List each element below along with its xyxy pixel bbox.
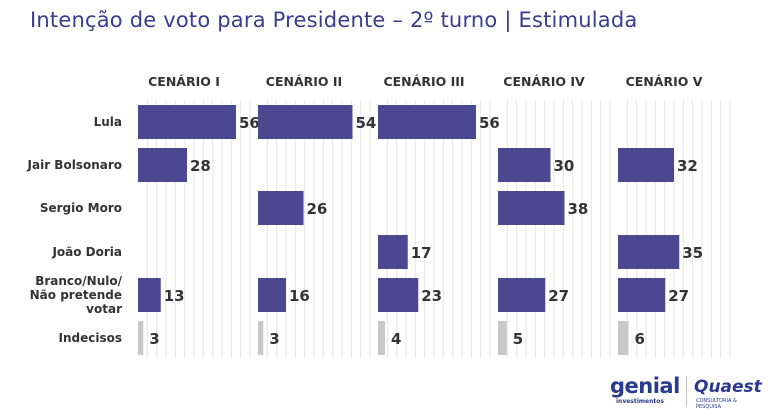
data-label: 3: [149, 330, 159, 348]
category-label: Branco/Nulo/Não pretende votar: [30, 274, 123, 316]
category-label: Jair Bolsonaro: [27, 158, 122, 172]
data-label: 35: [682, 244, 703, 262]
vote-bar: [378, 278, 419, 312]
undecided-bar: [138, 321, 144, 355]
vote-bar: [498, 278, 546, 312]
data-label: 5: [513, 330, 523, 348]
data-label: 54: [356, 114, 377, 132]
category-label: Lula: [94, 115, 122, 129]
vote-bar: [258, 278, 286, 312]
data-label: 32: [677, 157, 698, 175]
vote-bar: [258, 191, 304, 225]
data-label: 27: [668, 287, 689, 305]
quaest-logo-subtitle: CONSULTORIA & PESQUISA: [696, 398, 737, 410]
vote-bar: [498, 191, 565, 225]
scenario-header: CENÁRIO III: [383, 74, 464, 89]
vote-bar: [138, 148, 187, 182]
logo-divider: [686, 376, 687, 406]
chart-title: Intenção de voto para Presidente – 2º tu…: [30, 8, 638, 32]
data-label: 16: [289, 287, 310, 305]
genial-logo-subtitle: investimentos: [616, 398, 664, 405]
data-label: 30: [554, 157, 575, 175]
data-label: 4: [391, 330, 401, 348]
data-label: 28: [190, 157, 211, 175]
data-label: 38: [568, 200, 589, 218]
vote-bar: [618, 235, 680, 269]
data-label: 56: [479, 114, 500, 132]
undecided-bar: [258, 321, 264, 355]
undecided-bar: [498, 321, 507, 355]
data-label: 27: [548, 287, 569, 305]
vote-bar: [618, 278, 666, 312]
vote-bar: [138, 105, 236, 139]
category-label: Sergio Moro: [40, 201, 122, 215]
genial-logo: genial: [610, 374, 680, 398]
scenario-header: CENÁRIO IV: [503, 74, 585, 89]
undecided-bar: [378, 321, 385, 355]
undecided-bar: [618, 321, 629, 355]
vote-bar: [258, 105, 353, 139]
data-label: 17: [411, 244, 432, 262]
data-label: 56: [239, 114, 260, 132]
vote-bar: [138, 278, 161, 312]
logos: genial investimentos Quaest CONSULTORIA …: [610, 374, 762, 410]
data-label: 23: [421, 287, 442, 305]
vote-bar: [618, 148, 674, 182]
vote-bar: [378, 105, 476, 139]
quaest-logo: Quaest: [694, 377, 762, 397]
data-label: 26: [307, 200, 328, 218]
vote-bar: [378, 235, 408, 269]
data-label: 3: [269, 330, 279, 348]
data-label: 6: [635, 330, 645, 348]
scenario-header: CENÁRIO I: [148, 74, 220, 89]
scenario-header: CENÁRIO II: [266, 74, 342, 89]
data-label: 13: [164, 287, 185, 305]
category-label: Indecisos: [59, 331, 123, 345]
category-label: João Doria: [51, 245, 122, 259]
scenario-header: CENÁRIO V: [626, 74, 703, 89]
vote-bar: [498, 148, 551, 182]
